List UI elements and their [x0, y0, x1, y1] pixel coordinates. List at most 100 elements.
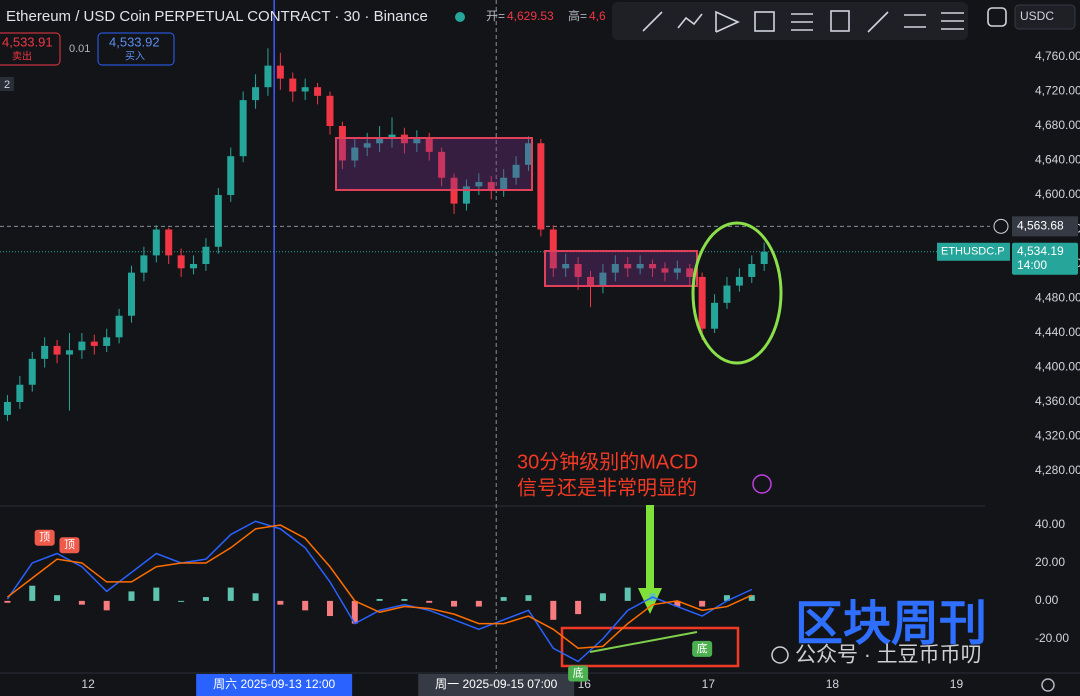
candle-body — [140, 255, 148, 273]
histogram-bar — [599, 593, 606, 601]
ohlc-label: 开= — [486, 9, 505, 23]
candle-body — [711, 302, 719, 329]
watermark-brand: 区块周刊 — [795, 598, 987, 651]
candle-body — [177, 255, 185, 269]
histogram-bar — [351, 600, 358, 624]
candle-body — [735, 276, 743, 286]
histogram-bar — [525, 595, 532, 601]
histogram-bar — [575, 600, 582, 615]
y-tick-label: 40.00 — [1035, 517, 1065, 531]
y-tick-label: 4,320.00 — [1035, 429, 1080, 443]
histogram-bar — [550, 600, 557, 620]
dif-line — [6, 520, 753, 663]
tool-rect[interactable] — [754, 11, 775, 32]
candle-body — [202, 246, 210, 264]
highlight-box — [560, 626, 740, 668]
tool-trendline[interactable] — [642, 11, 663, 32]
candle-body — [227, 156, 235, 195]
histogram-bar — [401, 598, 408, 601]
tool-fib[interactable] — [715, 10, 740, 33]
histogram-bar — [376, 598, 383, 601]
candle-body — [624, 264, 632, 269]
histogram-bar — [277, 600, 284, 605]
signal-label: 底 — [697, 641, 708, 655]
candle-body — [636, 264, 644, 269]
candle-body — [388, 134, 396, 139]
candle-body — [462, 186, 470, 204]
candle-body — [127, 272, 135, 316]
y-tick-label: 20.00 — [1035, 555, 1065, 569]
divergence-line — [589, 631, 698, 653]
signal-label: 顶 — [39, 531, 50, 544]
candle-body — [78, 341, 86, 351]
tool-price[interactable] — [830, 10, 850, 32]
candle-body — [475, 182, 483, 187]
y-tick-label: 4,680.00 — [1035, 118, 1080, 132]
currency-select[interactable] — [1014, 4, 1076, 30]
settings-icon[interactable] — [1041, 678, 1055, 692]
candle-body — [301, 87, 309, 92]
histogram-bar — [451, 600, 458, 607]
histogram-bar — [54, 595, 61, 601]
candle-body — [562, 264, 570, 269]
symbol-label: ETHUSDC.P — [941, 246, 1005, 258]
candle-body — [16, 384, 24, 402]
candle-body — [686, 268, 694, 277]
histogram-bar — [103, 600, 110, 611]
histogram-bar — [202, 597, 209, 601]
tool-ruler[interactable] — [867, 11, 889, 33]
tool-path[interactable] — [677, 13, 703, 29]
watermark-account: 公众号 · 土豆币币叨 — [795, 644, 982, 667]
candle-body — [549, 229, 557, 269]
histogram-bar — [227, 587, 234, 601]
candle-body — [90, 341, 98, 346]
histogram-bar — [624, 587, 631, 601]
histogram-bar — [153, 587, 160, 601]
histogram-bar — [302, 600, 309, 611]
histogram-bar — [78, 600, 85, 605]
histogram-bar — [252, 593, 259, 601]
signal-box — [568, 665, 589, 682]
y-tick-label: 4,720.00 — [1035, 84, 1080, 98]
x-tick-label: 12 — [81, 677, 95, 691]
order-size: 0.01 — [69, 43, 90, 55]
annotation: 信号还是非常明显的 — [517, 476, 697, 499]
candle-body — [239, 100, 247, 157]
highlight-ellipse — [691, 221, 783, 365]
dea-line — [6, 524, 753, 650]
screenshot-button[interactable] — [987, 7, 1007, 27]
alert-icon[interactable] — [752, 474, 772, 494]
buy-button[interactable] — [97, 32, 175, 66]
x-tick-label: 17 — [702, 677, 716, 691]
y-tick-label: -20.00 — [1035, 631, 1069, 645]
candle-body — [487, 182, 495, 191]
y-tick-label: 4,600.00 — [1035, 187, 1080, 201]
candle-body — [214, 195, 222, 247]
sell-button[interactable] — [0, 32, 61, 66]
candle-body — [438, 151, 446, 178]
sell-label: 卖出 — [12, 50, 32, 63]
currency: USDC — [1020, 9, 1054, 23]
status-dot — [455, 12, 465, 22]
candle-body — [537, 143, 545, 230]
buy-label: 买入 — [125, 51, 145, 63]
candle-body — [649, 264, 657, 269]
histogram-bar — [29, 585, 36, 601]
time-label-box — [196, 674, 353, 696]
candle-body — [698, 276, 706, 329]
y-tick-label: 0.00 — [1035, 593, 1059, 607]
add-alert-icon — [993, 218, 1009, 234]
histogram-bar — [178, 600, 185, 602]
signal-label: 顶 — [64, 538, 75, 551]
candle-body — [673, 268, 681, 273]
candle-body — [252, 87, 260, 101]
candle-body — [760, 251, 768, 264]
candle-body — [500, 177, 508, 191]
candle-body — [723, 285, 731, 303]
candle-body — [326, 95, 334, 126]
buy-price: 4,533.92 — [109, 34, 160, 49]
candle-body — [363, 143, 371, 148]
y-tick-label: 4,280.00 — [1035, 463, 1080, 477]
